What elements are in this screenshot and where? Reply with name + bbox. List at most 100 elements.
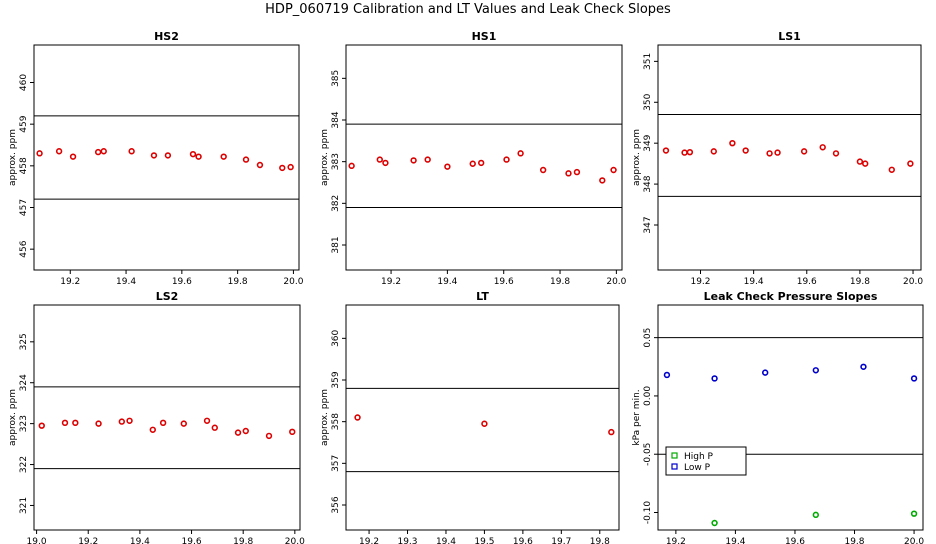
x-tick-label: 19.4 (437, 277, 457, 287)
data-point (711, 375, 718, 382)
data-point (729, 139, 736, 147)
data-point (910, 510, 918, 517)
data-point (94, 148, 102, 156)
data-point (126, 417, 133, 424)
x-tick-label: 19.4 (725, 537, 745, 544)
data-point (503, 156, 510, 163)
x-tick-label: 19.2 (690, 277, 710, 287)
y-tick-label: 457 (19, 199, 29, 216)
plot-frame (33, 44, 300, 271)
x-tick-label: 19.4 (130, 537, 150, 544)
chart-title: HS2 (154, 30, 179, 43)
y-tick-label: 322 (19, 456, 29, 473)
data-point (234, 429, 242, 436)
data-point (774, 149, 781, 156)
legend-label: High P (684, 452, 714, 462)
x-tick-label: 19.6 (785, 537, 805, 544)
y-tick-label: 381 (331, 236, 341, 253)
x-tick-label: 19.0 (27, 537, 47, 544)
data-point (287, 163, 294, 171)
x-tick-label: 19.8 (550, 277, 570, 287)
data-point (242, 427, 249, 435)
data-point (38, 422, 45, 429)
data-point (164, 152, 172, 159)
y-axis-label: approx. ppm (632, 129, 642, 186)
x-tick-label: 19.6 (182, 537, 202, 544)
data-point (265, 432, 273, 440)
data-point (72, 419, 79, 427)
data-point (180, 420, 187, 427)
chart-hs2: HS2 19.2 19.4 19.6 19.8 20.0 456 457 458 459 460 ap… (0, 0, 312, 287)
plot-frame (345, 304, 620, 531)
y-tick-label: 348 (643, 175, 653, 192)
y-tick-label: 347 (643, 216, 653, 233)
x-tick-label: 19.8 (228, 277, 248, 287)
data-point (711, 519, 718, 527)
data-point (907, 160, 914, 167)
legend-label: Low P (684, 463, 711, 473)
chart-hs1: HS1 19.2 19.4 19.6 19.8 20.0 381 382 383 384 385 ap… (312, 0, 627, 287)
x-tick-label: 19.4 (116, 277, 136, 287)
x-tick-label: 19.2 (78, 537, 98, 544)
chart-title: Leak Check Pressure Slopes (704, 290, 878, 303)
y-tick-label: 456 (19, 240, 29, 257)
data-point (189, 150, 197, 158)
y-tick-label: 384 (331, 111, 341, 128)
data-point (55, 148, 63, 155)
y-tick-label: 349 (643, 134, 653, 151)
data-point (710, 148, 717, 155)
data-point (211, 424, 218, 431)
y-axis-label: approx. ppm (8, 129, 18, 186)
data-point (608, 428, 615, 436)
data-point (819, 144, 826, 151)
data-point (149, 426, 156, 433)
legend-box (665, 446, 747, 476)
data-point (69, 153, 77, 160)
data-point (856, 158, 864, 165)
data-point (565, 170, 572, 177)
x-tick-label: 20.0 (903, 277, 923, 287)
x-tick-label: 19.8 (233, 537, 253, 544)
data-point (888, 166, 895, 173)
data-point (444, 163, 451, 170)
chart-title: LT (476, 290, 489, 303)
page-title: HDP_060719 Calibration and LT Values and… (265, 2, 671, 17)
data-point (599, 177, 606, 184)
y-tick-label: 351 (643, 53, 653, 70)
data-point (36, 150, 43, 157)
chart-ls2: LS2 19.0 19.2 19.4 19.6 19.8 20.0 321 322 323 324 3… (0, 270, 312, 544)
x-tick-label: 19.6 (513, 537, 533, 544)
legend-marker (671, 452, 678, 459)
data-point (95, 420, 102, 427)
y-tick-label: 323 (19, 415, 29, 432)
plot-frame (657, 44, 922, 271)
data-point (376, 156, 383, 163)
data-point (681, 149, 688, 156)
x-tick-label: 19.8 (590, 537, 610, 544)
data-point (862, 160, 869, 167)
x-tick-label: 20.0 (606, 277, 626, 287)
y-tick-label: 460 (19, 74, 29, 91)
chart-ls1: LS1 19.2 19.4 19.6 19.8 20.0 347 348 349 350 351 ap… (624, 0, 936, 287)
data-point (686, 148, 694, 156)
y-tick-label: 360 (331, 329, 341, 346)
x-tick-label: 19.6 (494, 277, 514, 287)
data-point (256, 161, 264, 169)
x-tick-label: 19.7 (551, 537, 571, 544)
y-tick-label: 359 (331, 371, 341, 388)
data-point (195, 153, 202, 160)
x-tick-label: 19.2 (60, 277, 80, 287)
data-point (289, 428, 296, 436)
y-tick-label: 325 (19, 333, 29, 350)
data-point (812, 511, 820, 519)
x-tick-label: 19.4 (744, 277, 764, 287)
x-tick-label: 19.6 (797, 277, 817, 287)
y-tick-label: 458 (19, 157, 29, 174)
x-tick-label: 19.2 (359, 537, 379, 544)
data-point (481, 420, 488, 427)
chart-leak-check: Leak Check Pressure Slopes 19.2 19.4 19.6 19… (624, 270, 936, 544)
data-point (118, 418, 126, 425)
data-point (610, 166, 617, 174)
data-point (910, 375, 918, 382)
chart-title: HS1 (472, 30, 497, 43)
